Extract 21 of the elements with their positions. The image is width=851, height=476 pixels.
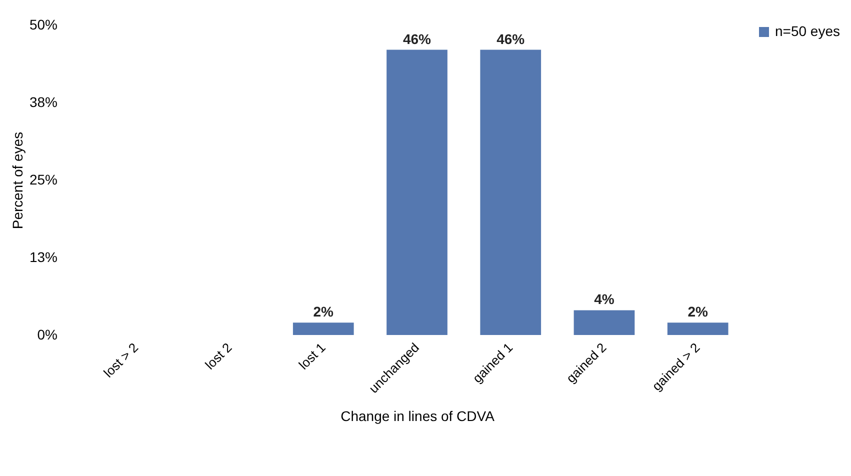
bar: [386, 50, 448, 335]
x-tick-label: lost 2: [202, 340, 235, 372]
y-tick-label: 0%: [37, 326, 58, 342]
data-label: 46%: [402, 30, 432, 47]
bar: [292, 322, 354, 335]
bar: [480, 50, 542, 335]
y-tick-label: 13%: [29, 249, 58, 265]
data-label: 2%: [688, 304, 709, 320]
y-tick-label: 25%: [29, 172, 58, 188]
y-axis-title: Percent of eyes: [9, 132, 26, 230]
data-label: 2%: [313, 304, 334, 320]
y-tick-label: 38%: [29, 94, 58, 110]
data-label: 4%: [594, 291, 615, 308]
bar: [667, 322, 728, 335]
x-axis-title: Change in lines of CDVA: [340, 408, 496, 424]
y-tick-label: 50%: [29, 16, 58, 32]
legend-label: n=50 eyes: [775, 23, 840, 39]
x-tick-label: lost > 2: [100, 340, 142, 380]
x-tick-label: lost 1: [296, 340, 328, 372]
data-label: 46%: [496, 30, 526, 47]
bar: [574, 310, 635, 335]
